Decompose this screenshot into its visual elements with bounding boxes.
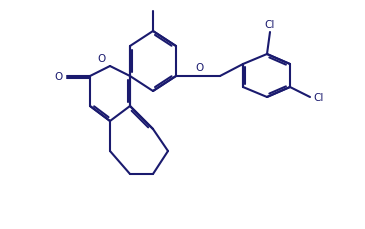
Text: O: O bbox=[196, 63, 204, 73]
Text: O: O bbox=[55, 72, 63, 82]
Text: Cl: Cl bbox=[265, 20, 275, 30]
Text: O: O bbox=[98, 54, 106, 64]
Text: Cl: Cl bbox=[313, 93, 323, 103]
